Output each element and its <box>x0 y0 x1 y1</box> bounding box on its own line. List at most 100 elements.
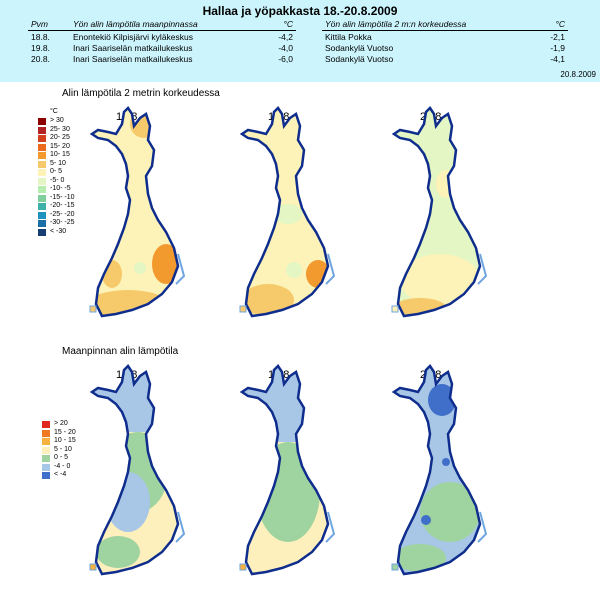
zone-minus4-0 <box>106 472 150 532</box>
col-station: Yön alin lämpötila 2 m:n korkeudessa <box>322 18 538 31</box>
legend-swatch <box>42 455 50 462</box>
legend-item: 20- 25 <box>38 134 70 143</box>
legend-swatch <box>38 118 46 125</box>
zone-below-minus4 <box>428 384 456 416</box>
map-ground-20-8: 20.8. <box>391 364 488 576</box>
coastline <box>325 511 336 543</box>
row-value: -1,9 <box>550 42 565 53</box>
table-row: Kittila Pokka -2,1 <box>322 31 568 43</box>
legend-item: -20- -15 <box>38 202 75 211</box>
legend-label: -20- -15 <box>50 202 75 209</box>
legend-label: -5- 0 <box>50 176 65 184</box>
table-row: 18.8. Enontekiö Kilpisjärvi kyläkeskus -… <box>28 31 296 43</box>
legend-label: 0- 5 <box>50 168 63 175</box>
row-value: -4,0 <box>278 42 293 53</box>
legend-label: 20- 25 <box>50 134 70 141</box>
zone-below-minus4 <box>421 515 431 525</box>
coastline <box>477 511 488 543</box>
temperature-zones <box>242 204 328 316</box>
map-ground-18-8: 18.8. <box>89 364 186 576</box>
table-row: 19.8. Inari Saariselän matkailukeskus -4… <box>28 42 296 53</box>
legend-swatch <box>42 429 50 437</box>
legend-item: -25- -20 <box>38 211 75 220</box>
legend-label: -30- -25 <box>50 219 75 226</box>
legend-swatch <box>38 186 46 193</box>
row-station: Sodankylä Vuotso <box>325 42 394 53</box>
zone-minus5-0 <box>286 262 302 278</box>
table-row: Sodankylä Vuotso -4,1 <box>322 53 568 64</box>
map-ground-19-8: 19.8. <box>239 364 336 576</box>
air-temperature-table: Yön alin lämpötila 2 m:n korkeudessa °C … <box>322 18 568 64</box>
row-station: Inari Saariselän matkailukeskus <box>73 53 193 64</box>
ground-temperature-table: Pvm Yön alin lämpötila maanpinnassa °C 1… <box>28 18 296 64</box>
row-station: Kittila Pokka <box>325 31 372 42</box>
legend-item: 0- 5 <box>38 168 62 177</box>
map-air-20-8: 20.8. <box>391 106 488 318</box>
coastline <box>477 253 488 285</box>
row-date: 18.8. <box>31 31 50 42</box>
aland-islands <box>239 563 247 571</box>
map-air-19-8: 19.8. <box>239 106 336 318</box>
legend-item: < -30 <box>38 228 66 237</box>
row-station: Inari Saariselän matkailukeskus <box>73 42 193 53</box>
legend-label: -25- -20 <box>50 210 75 218</box>
zone-0-5 <box>436 170 456 198</box>
legend-label: -4 - 0 <box>54 462 71 470</box>
col-unit: °C <box>265 18 296 31</box>
legend-label: 10- 15 <box>50 151 70 158</box>
legend-swatch <box>38 143 46 151</box>
legend-swatch <box>42 421 50 428</box>
legend-swatch <box>38 152 46 159</box>
legend-swatch <box>38 160 46 168</box>
row-value: -6,0 <box>278 53 293 64</box>
legend-swatch <box>38 220 46 227</box>
zone-0-5 <box>256 442 320 542</box>
zone-5-10 <box>244 552 276 572</box>
legend-label: < -4 <box>54 471 67 478</box>
legend-swatch <box>42 472 50 479</box>
legend-label: 15- 20 <box>50 142 70 150</box>
legend-item: 10- 15 <box>38 151 70 160</box>
legend-label: 0 - 5 <box>54 454 69 461</box>
zone-below-minus4 <box>442 458 450 466</box>
coastline <box>175 511 186 543</box>
legend-swatch <box>38 228 46 236</box>
row-value: -2,1 <box>550 31 565 42</box>
zone-minus5-0 <box>274 204 302 224</box>
legend-label: 10 - 15 <box>54 437 76 444</box>
row-value: -4,1 <box>550 53 565 64</box>
row-station: Enontekiö Kilpisjärvi kyläkeskus <box>73 31 193 42</box>
coastline <box>325 253 336 285</box>
map-air-18-8: 18.8. <box>89 106 186 318</box>
zone-minus5-0 <box>134 262 146 274</box>
col-station: Yön alin lämpötila maanpinnassa <box>70 18 266 31</box>
legend-item: > 30 <box>38 117 64 126</box>
legend-item: -10- -5 <box>38 185 71 194</box>
row-value: -4,2 <box>278 31 293 42</box>
temperature-zones <box>394 384 480 572</box>
legend-swatch <box>38 169 46 176</box>
legend-item: 5- 10 <box>38 160 66 169</box>
aland-islands <box>391 305 399 313</box>
row-station: Sodankylä Vuotso <box>325 53 394 64</box>
zone-0-5 <box>394 544 446 572</box>
aland-islands <box>239 305 247 313</box>
legend-label: -10- -5 <box>50 185 71 192</box>
table-row: 20.8. Inari Saariselän matkailukeskus -6… <box>28 53 296 64</box>
zone-10-15 <box>152 244 178 284</box>
legend-swatch <box>38 194 46 202</box>
legend-swatch <box>38 211 46 219</box>
legend-swatch <box>38 135 46 142</box>
section-title-air: Alin lämpötila 2 metrin korkeudessa <box>62 88 220 99</box>
legend-label: > 30 <box>50 117 64 124</box>
legend-label: -15- -10 <box>50 193 75 201</box>
zone-0-5 <box>96 536 140 568</box>
legend-label: 5 - 10 <box>54 445 72 453</box>
legend-swatch <box>38 126 46 134</box>
row-date: 19.8. <box>31 42 50 53</box>
legend-label: 25- 30 <box>50 125 70 133</box>
zone-0-5 <box>420 482 480 542</box>
zone-0-5 <box>400 254 480 306</box>
legend-label: 5- 10 <box>50 159 66 167</box>
legend-swatch <box>42 446 50 454</box>
